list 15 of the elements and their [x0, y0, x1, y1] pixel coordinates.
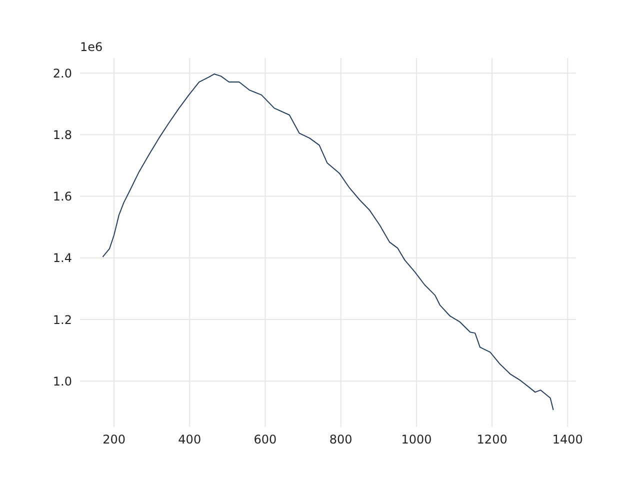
line-series — [102, 74, 554, 411]
y-tick-label: 1.2 — [52, 312, 72, 327]
x-tick-label: 400 — [178, 432, 202, 447]
y-tick-label: 1.6 — [52, 190, 72, 204]
y-tick-label: 1.8 — [52, 128, 72, 142]
x-tick-label: 600 — [254, 432, 277, 447]
text: 1e6 — [80, 40, 103, 54]
x-tick-label: 200 — [102, 432, 126, 447]
x-tick-label: 1000 — [401, 432, 432, 447]
x-tick-label: 1200 — [476, 432, 508, 447]
y-tick-label: 1.0 — [52, 374, 72, 388]
x-tick-label: 800 — [329, 432, 352, 447]
x-tick-label: 1400 — [552, 432, 583, 447]
y-tick-label: 2.0 — [52, 66, 72, 80]
y-tick-label: 1.4 — [52, 251, 72, 266]
